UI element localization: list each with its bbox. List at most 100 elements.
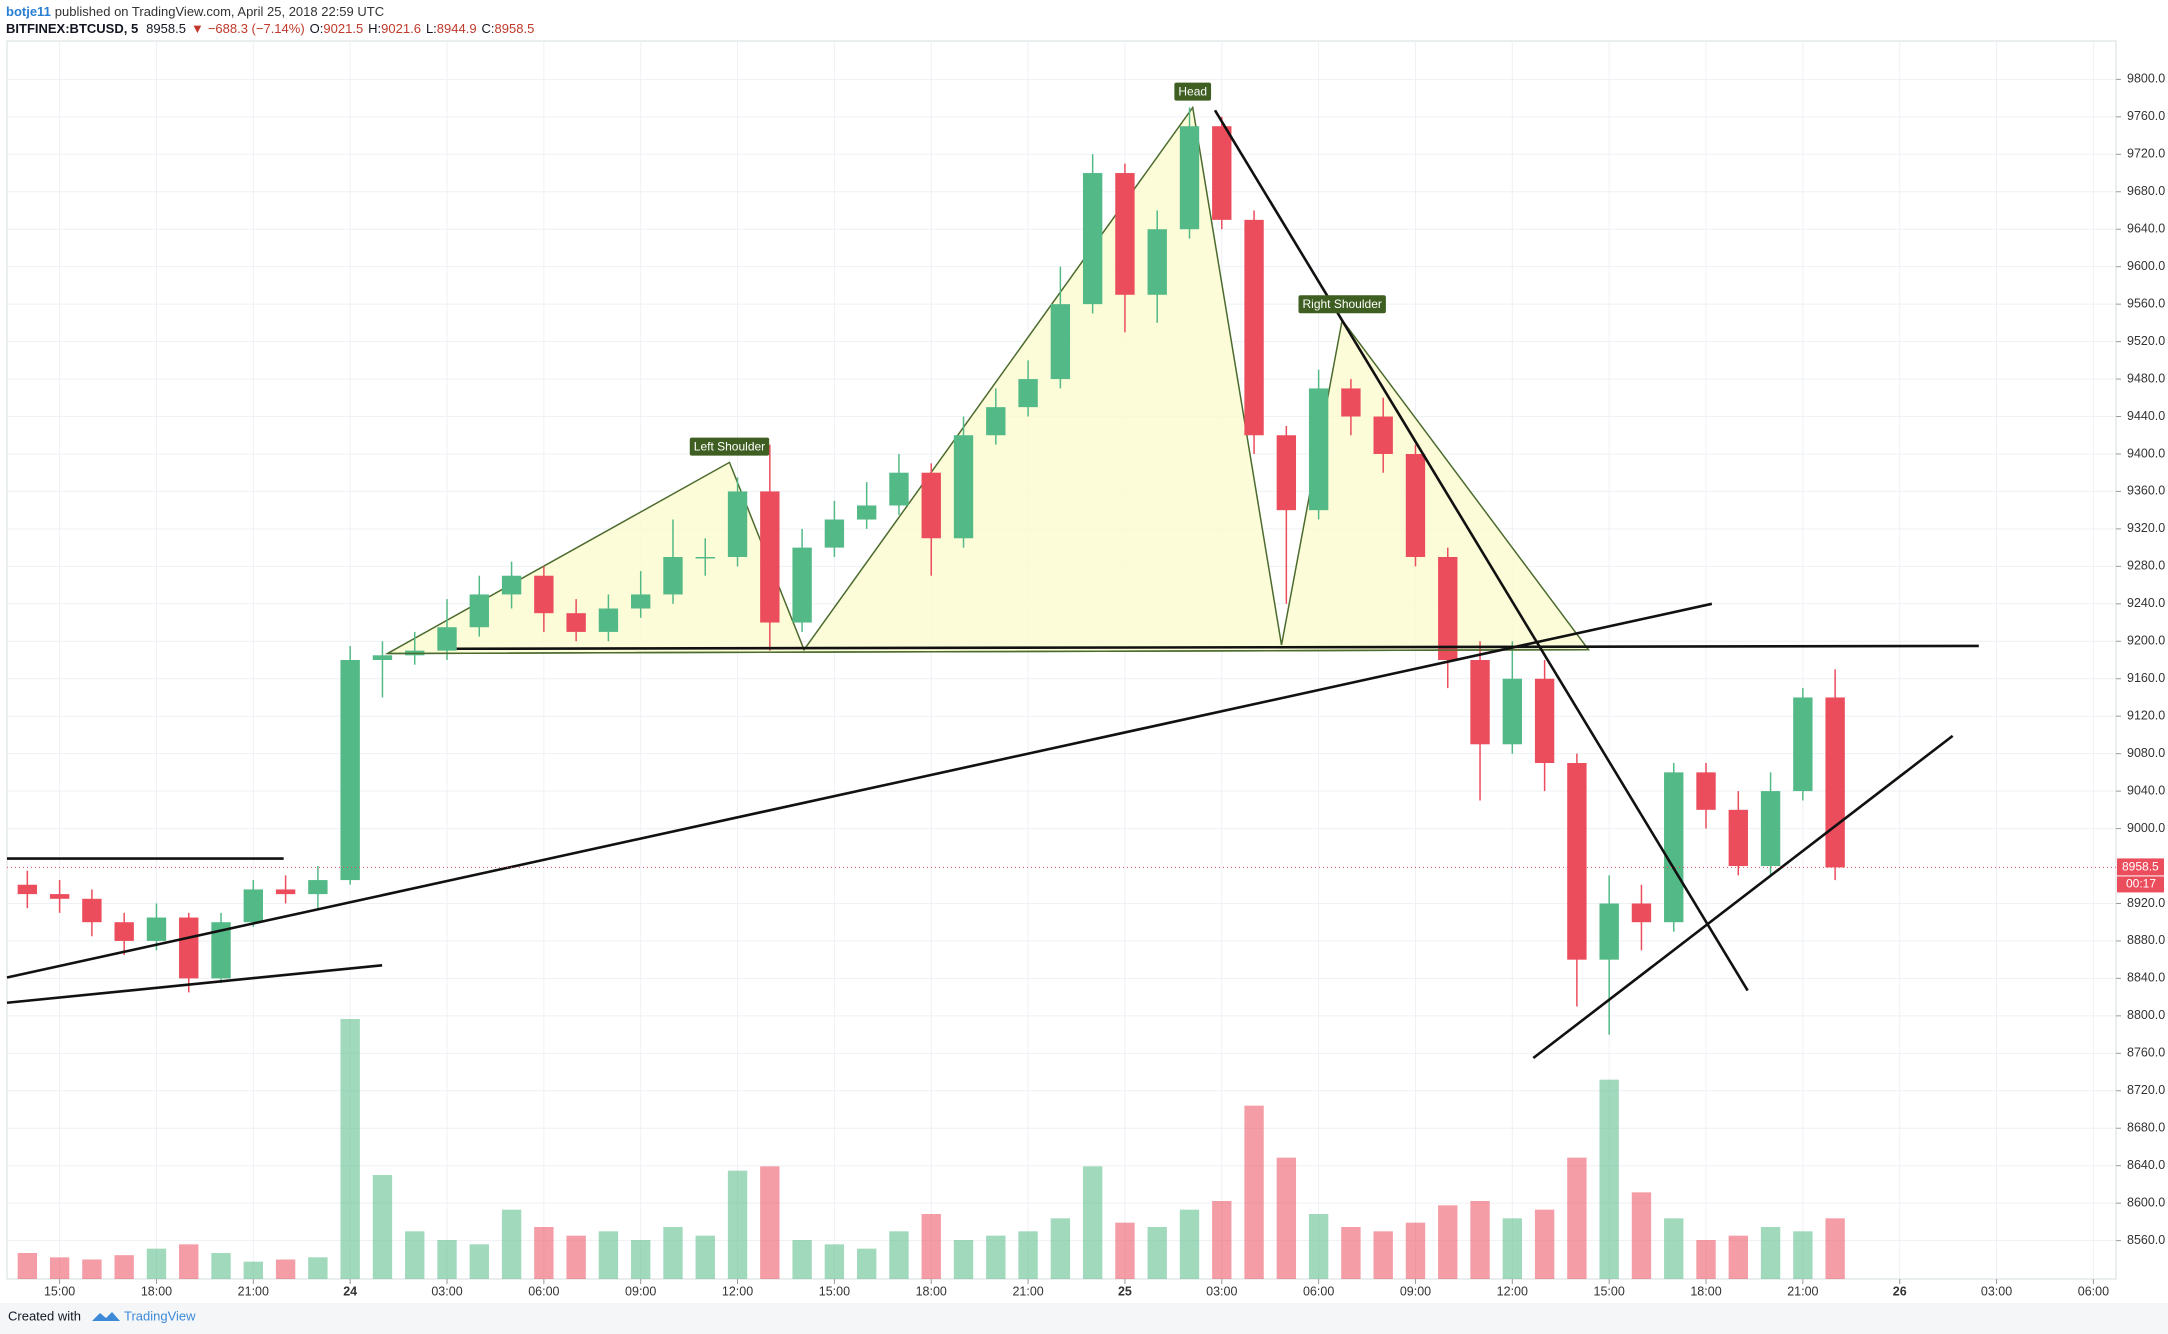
candle-body (921, 472, 941, 539)
y-tick-label: 9520.0 (2127, 334, 2165, 348)
volume-bar (921, 1214, 941, 1279)
candle-body (1534, 678, 1555, 764)
volume-bar (469, 1244, 489, 1279)
volume-bar (953, 1240, 974, 1279)
candle-body (566, 613, 586, 632)
x-tick-label: 18:00 (916, 1284, 947, 1298)
y-tick-label: 8760.0 (2127, 1046, 2165, 1060)
arrow: ▼ (191, 21, 204, 36)
volume-bar (1308, 1214, 1329, 1279)
candle-body (17, 884, 38, 895)
candle-body (372, 655, 393, 660)
x-tick-label: 25 (1118, 1284, 1132, 1298)
x-tick-label: 24 (343, 1284, 357, 1298)
volume-bar (372, 1175, 393, 1279)
volume-bar (856, 1248, 877, 1279)
candle-body (598, 608, 619, 632)
volume-bar (631, 1240, 651, 1279)
x-tick-label: 03:00 (1981, 1284, 2012, 1298)
y-tick-label: 9680.0 (2127, 184, 2165, 198)
candle-body (82, 898, 102, 923)
x-tick-label: 15:00 (819, 1284, 850, 1298)
volume-bar (889, 1231, 909, 1279)
trend-line (1532, 734, 1954, 1060)
y-tick-label: 9440.0 (2127, 409, 2165, 423)
x-tick-label: 18:00 (141, 1284, 172, 1298)
trend-line (6, 602, 1713, 979)
x-tick-label: 06:00 (2078, 1284, 2109, 1298)
x-tick-label: 12:00 (722, 1284, 753, 1298)
header-line: BITFINEX:BTCUSD, 5 8958.5 ▼ −688.3 (−7.14%)… (6, 21, 534, 36)
volume-bar (1599, 1079, 1619, 1279)
volume-bar (1502, 1218, 1523, 1279)
volume-bar (1405, 1222, 1426, 1279)
volume-bar (1147, 1227, 1167, 1279)
candle-body (889, 472, 909, 506)
candle-body (953, 435, 974, 539)
candle-body (534, 575, 554, 614)
candle-body (1179, 126, 1200, 230)
volume-bar (1373, 1231, 1393, 1279)
candle-body (1599, 903, 1619, 960)
volume-bar (1244, 1105, 1264, 1279)
volume-bar (727, 1170, 748, 1279)
candle-body (856, 505, 877, 520)
x-tick-label: 21:00 (1787, 1284, 1818, 1298)
candle-body (663, 556, 683, 595)
candle-body (1793, 697, 1813, 792)
volume-bar (308, 1257, 328, 1279)
x-tick-label: 03:00 (431, 1284, 462, 1298)
y-tick-label: 9240.0 (2127, 596, 2165, 610)
volume-bar (1179, 1209, 1200, 1279)
footer-created: Created with (8, 1308, 81, 1323)
trend-line (1213, 109, 1749, 992)
x-tick-label: 06:00 (1303, 1284, 1334, 1298)
y-tick-label: 8880.0 (2127, 933, 2165, 947)
y-tick-label: 8920.0 (2127, 896, 2165, 910)
y-tick-label: 9280.0 (2127, 559, 2165, 573)
volume-bar (243, 1261, 263, 1279)
last: 8958.5 (146, 21, 186, 36)
volume-bar (49, 1257, 70, 1279)
volume-bar (275, 1259, 296, 1279)
y-tick-label: 9000.0 (2127, 821, 2165, 835)
candle-body (1502, 678, 1523, 745)
volume-bar (1276, 1157, 1297, 1279)
candle-body (1050, 304, 1071, 380)
ohlc-value: 8944.9 (437, 21, 477, 36)
y-tick-label: 9600.0 (2127, 259, 2165, 273)
pattern-label-text: Head (1178, 85, 1207, 99)
candle-body (1631, 903, 1652, 923)
candle-body (275, 889, 296, 895)
symbol: BITFINEX:BTCUSD, 5 (6, 21, 138, 36)
candle-body (1082, 173, 1103, 305)
y-tick-label: 8600.0 (2127, 1195, 2165, 1209)
volume-bar (1470, 1201, 1490, 1279)
ohlc-label: H: (368, 21, 381, 36)
volume-bar (82, 1259, 102, 1279)
pattern-base (387, 648, 1589, 655)
candle-body (437, 627, 457, 651)
footer-bg (0, 1303, 2168, 1334)
volume-bar (1631, 1192, 1652, 1279)
y-tick-label: 9720.0 (2127, 147, 2165, 161)
candle-body (760, 491, 780, 623)
ohlc-label: L: (426, 21, 437, 36)
y-tick-label: 8840.0 (2127, 971, 2165, 985)
ohlc-value: 9021.6 (381, 21, 421, 36)
volume-bar (1793, 1231, 1813, 1279)
candle-body (211, 922, 231, 979)
volume-bar (179, 1244, 199, 1279)
volume-bar (1018, 1231, 1038, 1279)
volume-bar (824, 1244, 845, 1279)
candle-body (1115, 173, 1135, 295)
x-tick-label: 12:00 (1497, 1284, 1528, 1298)
volume-bar (501, 1209, 522, 1279)
candle-body (1018, 379, 1038, 408)
y-tick-label: 8720.0 (2127, 1083, 2165, 1097)
y-tick-label: 9800.0 (2127, 72, 2165, 86)
candle-body (1696, 772, 1716, 810)
volume-bar (146, 1248, 167, 1279)
pattern-label: Left Shoulder (689, 437, 770, 456)
